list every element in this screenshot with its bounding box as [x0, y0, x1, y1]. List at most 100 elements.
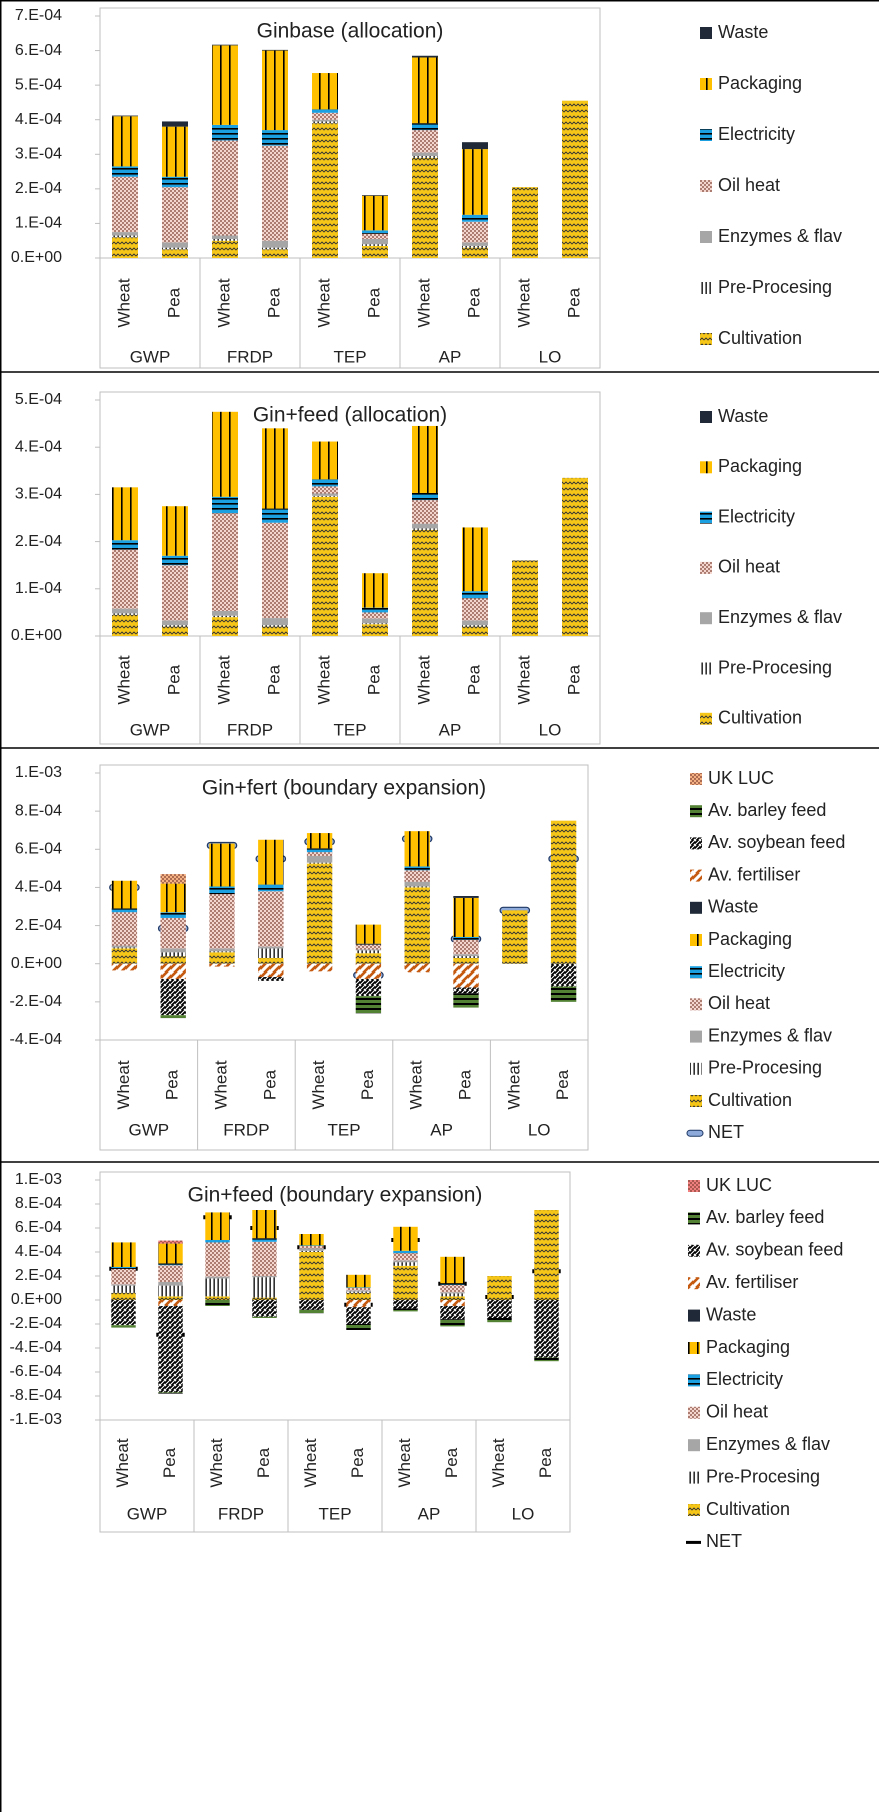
legend-swatch	[688, 1342, 700, 1354]
group-label: FRDP	[223, 1120, 269, 1139]
legend-swatch	[700, 612, 712, 625]
legend-label: Electricity	[718, 124, 795, 144]
legend-label: Enzymes & flav	[708, 1025, 832, 1045]
bar-segment	[212, 44, 238, 46]
bar-segment	[252, 1297, 277, 1300]
x-tick-label: Pea	[464, 664, 483, 695]
plot-frame	[99, 391, 601, 745]
bar-segment	[158, 1300, 183, 1306]
legend-label: Pre-Procesing	[706, 1466, 820, 1486]
x-tick-label: Pea	[364, 287, 383, 318]
chart-title: Ginbase (allocation)	[257, 20, 444, 43]
x-tick-label: Pea	[553, 1069, 572, 1100]
bar-segment	[212, 513, 238, 611]
bar-segment	[362, 624, 388, 636]
bar-segment	[111, 1267, 136, 1269]
bar-segment	[205, 1278, 230, 1297]
y-tick-label: 7.E-04	[15, 7, 62, 24]
bar-segment	[299, 1248, 324, 1251]
bar-segment	[212, 235, 238, 239]
bar-segment	[453, 957, 479, 964]
bar-segment	[462, 149, 488, 215]
x-tick-label: Pea	[564, 664, 583, 695]
bar-segment	[111, 1268, 136, 1285]
bar-segment	[453, 939, 479, 955]
bar-segment	[299, 1300, 324, 1310]
plot-frame	[99, 764, 589, 1151]
bar-segment	[162, 249, 188, 258]
x-tick-label: Pea	[358, 1069, 377, 1100]
legend-label: Cultivation	[708, 1090, 792, 1110]
bar-segment	[205, 1212, 230, 1240]
y-tick-label: -8.E-04	[10, 1387, 63, 1404]
x-tick-label: Pea	[564, 287, 583, 318]
bar-segment	[299, 1250, 324, 1252]
y-tick-label: 8.E-04	[15, 802, 62, 819]
bar-segment	[346, 1307, 371, 1324]
x-tick-label: Pea	[254, 1447, 273, 1478]
bar-segment	[412, 529, 438, 636]
bar-segment	[162, 187, 188, 243]
bar-segment	[312, 73, 338, 110]
bar-segment	[299, 1252, 324, 1300]
bar-segment	[158, 1240, 183, 1244]
y-tick-label: 0.E+00	[11, 1291, 62, 1308]
bar-segment	[453, 963, 479, 988]
bar-segment	[162, 625, 188, 627]
bar-segment	[158, 1392, 183, 1394]
bar-segment	[111, 1300, 136, 1326]
bar-segment	[355, 978, 382, 997]
legend-swatch	[686, 1129, 704, 1137]
x-tick-label: Wheat	[514, 655, 533, 704]
bar-segment	[258, 977, 284, 981]
bar-segment	[462, 221, 488, 243]
bar-segment	[112, 540, 138, 550]
bar-segment	[205, 1240, 230, 1243]
bar-segment	[162, 247, 188, 250]
bar-segment	[412, 523, 438, 529]
bar-segment	[162, 506, 188, 556]
bar-segment	[440, 1292, 465, 1294]
bar-segment	[355, 943, 382, 945]
legend-swatch	[700, 511, 712, 524]
bar-segment	[412, 130, 438, 153]
chart-title: Gin+fert (boundary expansion)	[202, 777, 486, 800]
bar-segment	[262, 626, 288, 636]
bar-segment	[355, 963, 382, 979]
bar-segment	[212, 45, 238, 125]
bar-segment	[462, 245, 488, 248]
legend-swatch	[700, 282, 712, 294]
group-label: TEP	[333, 347, 366, 366]
x-tick-label: Wheat	[514, 278, 533, 327]
x-tick-label: Wheat	[114, 278, 133, 327]
group-label: FRDP	[218, 1504, 264, 1523]
bar-segment	[160, 963, 186, 979]
bar-segment	[393, 1260, 418, 1263]
bar-segment	[346, 1290, 371, 1292]
bar-segment	[262, 428, 288, 509]
bar-segment	[158, 1306, 183, 1393]
bar-segment	[355, 996, 382, 1014]
bar-segment	[312, 479, 338, 487]
legend-swatch	[690, 1030, 702, 1043]
group-label: GWP	[130, 720, 171, 739]
bar-segment	[111, 945, 138, 948]
bar-segment	[462, 527, 488, 592]
bar-segment	[162, 242, 188, 248]
bar-segment	[412, 156, 438, 158]
bar-segment	[111, 908, 138, 913]
bar-segment	[440, 1283, 465, 1285]
bar-segment	[112, 115, 138, 117]
bar-segment	[252, 1276, 277, 1278]
legend-label: Waste	[718, 22, 768, 42]
bar-segment	[262, 508, 288, 523]
bar-segment	[262, 247, 288, 250]
bar-segment	[440, 1285, 465, 1293]
bar-segment	[252, 1210, 277, 1239]
bar-segment	[209, 843, 235, 887]
bar-segment	[440, 1256, 465, 1284]
legend-swatch	[700, 333, 712, 345]
bar-segment	[162, 620, 188, 626]
x-tick-label: Pea	[364, 664, 383, 695]
